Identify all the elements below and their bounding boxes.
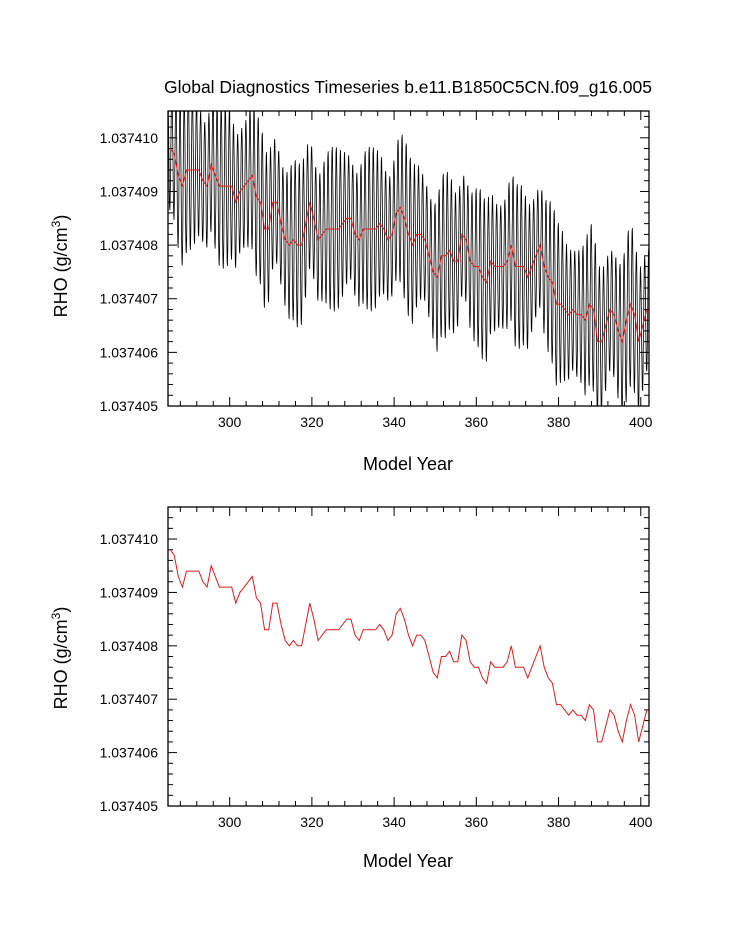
top-axes-frame (167, 110, 650, 407)
top-y-tick-label: 1.037406 (100, 344, 159, 360)
top-y-tick-label: 1.037407 (100, 291, 159, 307)
bottom-y-tick-label: 1.037406 (100, 745, 159, 761)
top-x-tick-label: 400 (629, 414, 653, 430)
chart-title: Global Diagnostics Timeseries b.e11.B185… (164, 77, 652, 98)
top-monthly-series-line (168, 111, 649, 406)
bottom-y-axis-label-main: RHO (g/cm (51, 619, 71, 709)
bottom-x-tick-label: 340 (382, 814, 406, 830)
top-y-tick-label: 1.037410 (100, 130, 159, 146)
bottom-y-axis-label-superscript: 3 (49, 612, 63, 619)
top-x-axis-label: Model Year (363, 454, 453, 474)
top-plot-area: 300 320 340 360 380 400 1.037405 1.037406 1.0374… (100, 110, 653, 430)
bottom-y-tick-label: 1.037407 (100, 691, 159, 707)
top-x-tick-label: 380 (547, 414, 571, 430)
bottom-y-axis-label-close: ) (51, 607, 71, 613)
top-panel: 300 320 340 360 380 400 1.037405 1.037406 1.0374… (49, 110, 653, 474)
top-x-tick-label: 360 (465, 414, 489, 430)
bottom-annual-mean-line (169, 549, 648, 744)
bottom-x-tick-label: 400 (629, 814, 653, 830)
bottom-plot-area: 300 320 340 360 380 400 1.037405 1.037406 1.0374… (100, 506, 653, 830)
bottom-x-tick-label: 360 (465, 814, 489, 830)
top-y-axis-label: RHO (g/cm3) (49, 215, 71, 318)
top-annual-mean-line (169, 148, 648, 344)
bottom-axes-frame (167, 506, 650, 807)
top-x-tick-label: 300 (218, 414, 242, 430)
bottom-x-axis-label: Model Year (363, 851, 453, 871)
bottom-x-tick-label: 320 (300, 814, 324, 830)
bottom-y-tick-label: 1.037410 (100, 531, 159, 547)
top-y-axis-label-close: ) (51, 215, 71, 221)
top-y-tick-label: 1.037408 (100, 237, 159, 253)
top-y-axis-label-superscript: 3 (49, 220, 63, 227)
bottom-panel: 300 320 340 360 380 400 1.037405 1.037406 1.0374… (49, 506, 653, 871)
bottom-x-tick-label: 380 (547, 814, 571, 830)
top-x-tick-label: 320 (300, 414, 324, 430)
bottom-y-axis-label: RHO (g/cm3) (49, 607, 71, 710)
top-y-tick-label: 1.037409 (100, 183, 159, 199)
bottom-x-tick-label: 300 (218, 814, 242, 830)
top-x-tick-label: 340 (382, 414, 406, 430)
top-y-tick-label: 1.037405 (100, 398, 159, 414)
bottom-y-tick-label: 1.037409 (100, 584, 159, 600)
bottom-y-tick-label: 1.037408 (100, 638, 159, 654)
bottom-y-tick-label: 1.037405 (100, 798, 159, 814)
top-y-axis-label-main: RHO (g/cm (51, 227, 71, 317)
